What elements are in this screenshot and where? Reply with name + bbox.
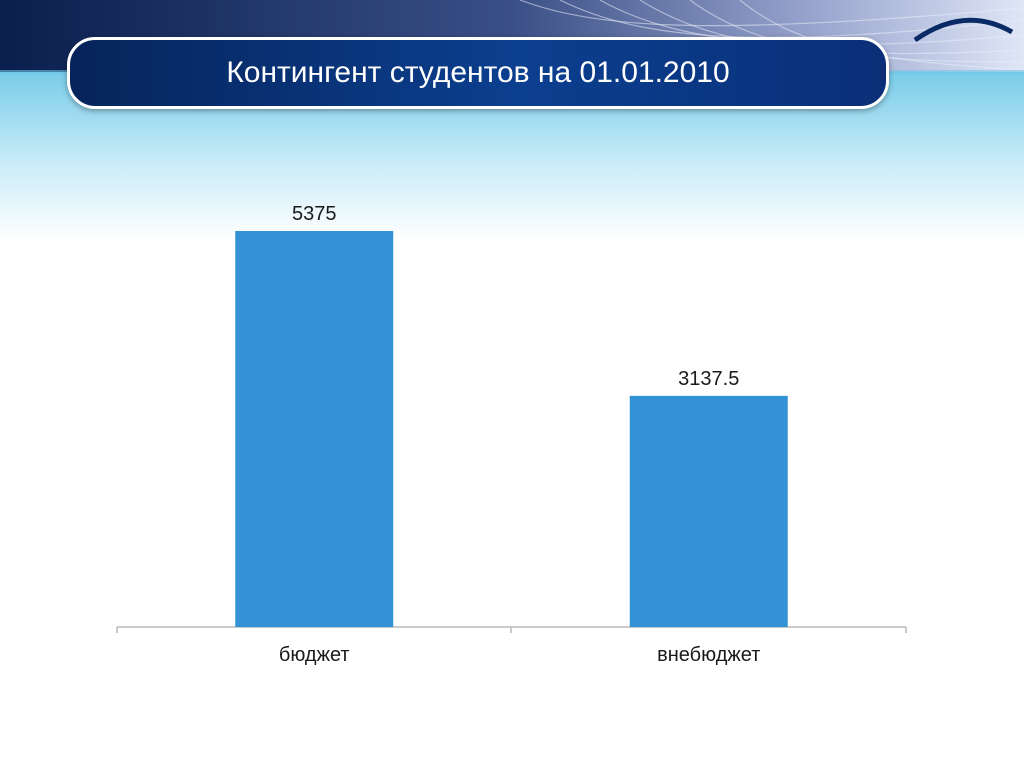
bar-value-label: 3137.5: [678, 368, 739, 390]
category-label: внебюджет: [657, 644, 760, 666]
logo-arc-icon: [913, 17, 1014, 43]
title-bar: Контингент студентов на 01.01.2010: [67, 37, 889, 109]
page-title: Контингент студентов на 01.01.2010: [226, 56, 730, 89]
bar-value-label: 5375: [292, 203, 337, 225]
category-label: бюджет: [279, 644, 350, 666]
bar-2: [629, 395, 788, 627]
bar-1: [235, 231, 394, 627]
